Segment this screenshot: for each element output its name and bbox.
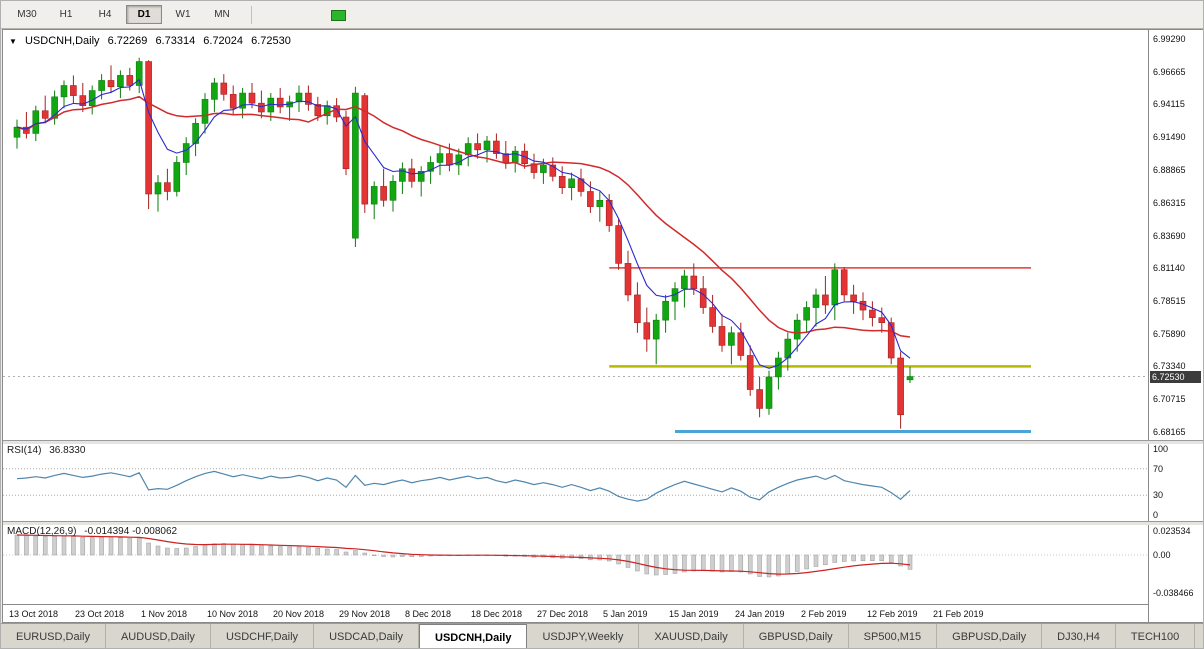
ohlc-low-value: 6.72024	[203, 35, 244, 47]
price-scale-label: 6.78515	[1153, 296, 1186, 307]
tf-button-d1[interactable]: D1	[126, 5, 162, 24]
date-label: 18 Dec 2018	[471, 609, 523, 619]
toolbar-separator	[251, 5, 252, 24]
rsi-name: RSI(14)	[7, 445, 42, 456]
chart-tabs-bar: EURUSD,Daily AUDUSD,Daily USDCHF,Daily USDC…	[1, 623, 1203, 648]
tf-button-w1[interactable]: W1	[175, 9, 191, 20]
tab-sp500-m15[interactable]: SP500,M15	[848, 624, 938, 648]
tf-button-h4[interactable]: H4	[98, 9, 112, 20]
price-scale-label: 6.73340	[1153, 361, 1186, 372]
date-label: 8 Dec 2018	[405, 609, 452, 619]
price-scale[interactable]: 6.99290 6.96665 6.94115 6.91490 6.88865 6.863…	[1148, 30, 1203, 622]
main-chart-plot[interactable]	[3, 30, 1148, 440]
tf-button-h1[interactable]: H1	[59, 9, 73, 20]
panel-splitter-rsi[interactable]	[3, 440, 1203, 444]
green-marker-icon	[331, 10, 346, 21]
tab-tech100[interactable]: TECH100	[1115, 624, 1196, 648]
price-scale-label: 6.70715	[1153, 394, 1186, 405]
price-scale-label: 6.99290	[1153, 33, 1186, 44]
macd-label: MACD(12,26,9) -0.014394 -0.008062	[7, 526, 182, 537]
panel-splitter-macd[interactable]	[3, 521, 1203, 525]
price-scale-label: 6.94115	[1153, 99, 1185, 110]
price-scale-label: 6.68165	[1153, 426, 1186, 437]
macd-scale-label: -0.038466	[1153, 588, 1194, 599]
date-label: 29 Nov 2018	[339, 609, 391, 619]
date-label: 12 Feb 2019	[867, 609, 918, 619]
price-scale-label: 6.75890	[1153, 329, 1186, 340]
date-label: 23 Oct 2018	[75, 609, 125, 619]
horizontal-line-objects	[609, 267, 1031, 434]
ohlc-close-value: 6.72530	[251, 35, 291, 47]
chart-window: ▼ USDCNH,Daily 6.72269 6.73314 6.72024 6…	[2, 29, 1203, 623]
tab-dj30-h4[interactable]: DJ30,H4	[1042, 624, 1116, 648]
macd-name: MACD(12,26,9)	[7, 526, 77, 537]
tab-gbpusd-daily[interactable]: GBPUSD,Daily	[937, 624, 1043, 648]
tab-usdchf-daily[interactable]: USDCHF,Daily	[210, 624, 315, 648]
price-scale-label: 6.83690	[1153, 230, 1186, 241]
date-label: 10 Nov 2018	[207, 609, 259, 619]
tab-audusd-daily[interactable]: AUDUSD,Daily	[105, 624, 211, 648]
rsi-plot[interactable]	[3, 443, 1148, 521]
tab-xauusd-daily[interactable]: XAUUSD,Daily	[639, 624, 744, 648]
price-scale-label: 6.86315	[1153, 197, 1186, 208]
price-scale-label: 6.81140	[1153, 262, 1185, 273]
moving-averages-layer	[16, 78, 911, 369]
rsi-line	[16, 470, 911, 502]
tab-usdcad-daily[interactable]: USDCAD,Daily	[314, 624, 420, 648]
ohlc-high-value: 6.73314	[155, 35, 196, 47]
date-label: 24 Jan 2019	[735, 609, 785, 619]
tf-button-m30[interactable]: M30	[17, 9, 37, 20]
macd-scale-label: 0.00	[1153, 550, 1171, 560]
date-label: 13 Oct 2018	[9, 609, 59, 619]
rsi-scale-label: 100	[1153, 444, 1169, 454]
candles-layer	[13, 57, 914, 429]
macd-plot[interactable]	[3, 524, 1148, 604]
tab-usdcnh-daily[interactable]: USDCNH,Daily	[419, 624, 528, 648]
tf-button-mn[interactable]: MN	[214, 9, 230, 20]
timeframe-buttons: M30 H1 H4 D1 W1 MN	[9, 5, 243, 24]
time-axis[interactable]: 13 Oct 2018 23 Oct 2018 1 Nov 2018 10 Nov 2…	[3, 604, 1149, 622]
timeframe-toolbar: M30 H1 H4 D1 W1 MN	[1, 1, 1203, 29]
rsi-scale-label: 70	[1153, 463, 1164, 474]
date-label: 1 Nov 2018	[141, 609, 188, 619]
tab-usdjpy-weekly[interactable]: USDJPY,Weekly	[527, 624, 640, 648]
rsi-label: RSI(14) 36.8330	[7, 445, 90, 456]
chart-title: ▼ USDCNH,Daily 6.72269 6.73314 6.72024 6…	[9, 35, 296, 47]
chevron-down-icon[interactable]: ▼	[9, 37, 17, 46]
tab-gbpusd-daily[interactable]: GBPUSD,Daily	[743, 624, 849, 648]
date-label: 2 Feb 2019	[801, 609, 847, 619]
tab-eurusd-daily[interactable]: EURUSD,Daily	[1, 624, 106, 648]
macd-current-values: -0.014394 -0.008062	[84, 526, 178, 537]
current-price-badge: 6.72530	[1150, 370, 1201, 383]
date-label: 20 Nov 2018	[273, 609, 325, 619]
date-label: 15 Jan 2019	[669, 609, 719, 619]
macd-histogram	[14, 534, 913, 578]
ohlc-open-value: 6.72269	[107, 35, 148, 47]
rsi-scale-label: 30	[1153, 490, 1164, 501]
macd-scale-label: 0.023534	[1153, 526, 1191, 537]
price-scale-label: 6.91490	[1153, 132, 1186, 143]
rsi-current-value: 36.8330	[49, 445, 86, 456]
price-scale-label: 6.88865	[1153, 165, 1186, 176]
date-label: 27 Dec 2018	[537, 609, 589, 619]
date-label: 5 Jan 2019	[603, 609, 648, 619]
date-label: 21 Feb 2019	[933, 609, 984, 619]
rsi-scale-label: 0	[1153, 510, 1159, 520]
price-scale-label: 6.96665	[1153, 67, 1186, 78]
symbol-period-label: USDCNH,Daily	[24, 35, 100, 47]
macd-signal-line	[16, 534, 911, 575]
